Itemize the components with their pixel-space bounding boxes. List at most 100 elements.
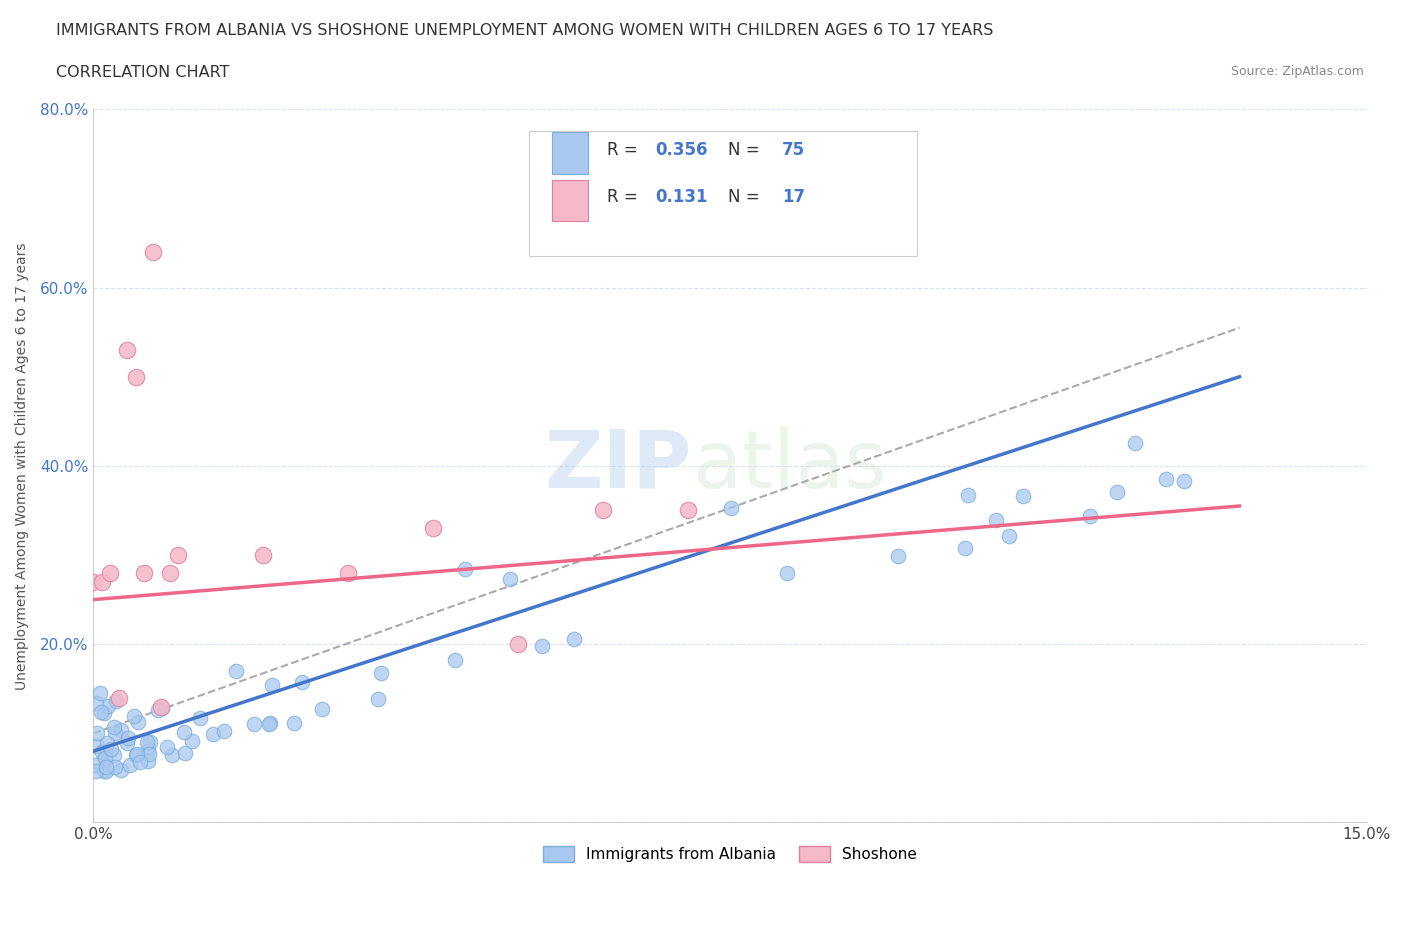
Point bbox=[129, 754, 152, 769]
Point bbox=[214, 724, 236, 738]
Point bbox=[100, 565, 122, 580]
Point bbox=[367, 692, 389, 707]
Point bbox=[104, 759, 127, 774]
Point bbox=[188, 711, 211, 725]
Point bbox=[97, 698, 120, 713]
Point bbox=[100, 741, 122, 756]
Point bbox=[146, 702, 169, 717]
Point bbox=[370, 666, 392, 681]
Point bbox=[160, 748, 183, 763]
Point bbox=[136, 742, 159, 757]
Point bbox=[984, 512, 1007, 527]
Point bbox=[337, 565, 360, 580]
Point bbox=[94, 759, 117, 774]
Point bbox=[1011, 488, 1033, 503]
Point bbox=[108, 690, 131, 705]
Point bbox=[173, 746, 195, 761]
Point bbox=[127, 714, 149, 729]
Text: ZIP: ZIP bbox=[544, 427, 692, 505]
Point bbox=[118, 757, 141, 772]
Point bbox=[159, 565, 181, 580]
Text: atlas: atlas bbox=[692, 427, 886, 505]
Point bbox=[173, 724, 195, 739]
Point bbox=[93, 706, 115, 721]
Point bbox=[127, 747, 149, 762]
Text: 17: 17 bbox=[782, 188, 806, 206]
Text: R =: R = bbox=[606, 141, 643, 159]
Point bbox=[225, 663, 247, 678]
Point bbox=[720, 500, 742, 515]
Point bbox=[1173, 473, 1195, 488]
Point bbox=[84, 764, 107, 778]
Point bbox=[86, 725, 108, 740]
Point bbox=[953, 540, 976, 555]
Point bbox=[1107, 485, 1129, 499]
Point bbox=[592, 503, 614, 518]
Point bbox=[90, 704, 112, 719]
Point bbox=[93, 764, 115, 778]
FancyBboxPatch shape bbox=[529, 131, 917, 256]
Point bbox=[259, 716, 281, 731]
Point bbox=[156, 739, 179, 754]
Point bbox=[506, 637, 529, 652]
Point bbox=[82, 575, 104, 590]
Point bbox=[84, 696, 107, 711]
Point bbox=[252, 548, 274, 563]
Point bbox=[257, 717, 280, 732]
Y-axis label: Unemployment Among Women with Children Ages 6 to 17 years: Unemployment Among Women with Children A… bbox=[15, 242, 30, 690]
Point bbox=[1125, 435, 1147, 450]
Point bbox=[117, 730, 139, 745]
Point bbox=[453, 562, 475, 577]
Point bbox=[530, 639, 553, 654]
Point bbox=[422, 521, 444, 536]
Point bbox=[243, 717, 266, 732]
Text: N =: N = bbox=[727, 188, 765, 206]
Point bbox=[110, 763, 132, 777]
Point bbox=[83, 758, 105, 773]
Point bbox=[96, 736, 118, 751]
Text: 75: 75 bbox=[782, 141, 806, 159]
Point bbox=[138, 735, 160, 750]
Point bbox=[134, 565, 156, 580]
Point bbox=[262, 677, 284, 692]
Point bbox=[135, 735, 157, 750]
Point bbox=[201, 726, 224, 741]
Point bbox=[956, 487, 979, 502]
Point bbox=[138, 747, 160, 762]
Point bbox=[89, 686, 111, 701]
Point bbox=[93, 751, 115, 766]
Text: IMMIGRANTS FROM ALBANIA VS SHOSHONE UNEMPLOYMENT AMONG WOMEN WITH CHILDREN AGES : IMMIGRANTS FROM ALBANIA VS SHOSHONE UNEM… bbox=[56, 23, 994, 38]
Point bbox=[283, 715, 305, 730]
Text: CORRELATION CHART: CORRELATION CHART bbox=[56, 65, 229, 80]
Point bbox=[86, 739, 108, 754]
Point bbox=[998, 528, 1021, 543]
Point bbox=[103, 719, 125, 734]
Text: R =: R = bbox=[606, 188, 648, 206]
Point bbox=[104, 725, 127, 740]
Point bbox=[125, 369, 148, 384]
Point bbox=[887, 549, 910, 564]
Point bbox=[115, 736, 138, 751]
Point bbox=[142, 245, 165, 259]
Text: 0.356: 0.356 bbox=[655, 141, 707, 159]
Point bbox=[562, 632, 585, 647]
Point bbox=[180, 734, 202, 749]
Point bbox=[94, 764, 117, 778]
Point bbox=[94, 748, 117, 763]
FancyBboxPatch shape bbox=[553, 132, 588, 174]
Point bbox=[125, 748, 148, 763]
Text: 0.131: 0.131 bbox=[655, 188, 707, 206]
Point bbox=[91, 575, 114, 590]
Point bbox=[104, 694, 127, 709]
Point bbox=[167, 548, 190, 563]
Legend: Immigrants from Albania, Shoshone: Immigrants from Albania, Shoshone bbox=[537, 840, 922, 869]
Point bbox=[1154, 472, 1177, 486]
Point bbox=[776, 566, 799, 581]
Point bbox=[311, 701, 333, 716]
Point bbox=[150, 699, 173, 714]
Point bbox=[291, 675, 314, 690]
Point bbox=[136, 754, 159, 769]
Point bbox=[676, 503, 699, 518]
Point bbox=[150, 701, 173, 716]
Text: Source: ZipAtlas.com: Source: ZipAtlas.com bbox=[1230, 65, 1364, 78]
